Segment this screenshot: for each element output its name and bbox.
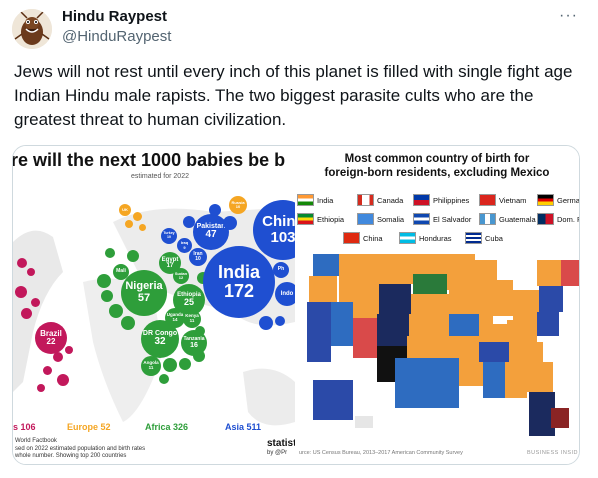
elsalvador-flag-icon (413, 213, 430, 225)
user-handle[interactable]: @HinduRaypest (62, 28, 172, 45)
bubble-angola: Angola 11 (141, 356, 161, 376)
china-flag-icon (343, 232, 360, 244)
display-name[interactable]: Hindu Raypest (62, 8, 168, 25)
more-options-icon[interactable]: ··· (559, 7, 578, 24)
bubble-map-title: re will the next 1000 babies be b (13, 150, 286, 170)
cuba-flag-icon (465, 232, 482, 244)
legend-philippines: Philippines (413, 194, 469, 206)
bubble-russia: Russia 10 (229, 196, 247, 214)
us-birth-country-map-image[interactable]: Most common country of birth for foreign… (295, 146, 579, 464)
bubble-sudan: Sudan 12 (173, 268, 189, 284)
legend-guatemala: Guatemala (479, 213, 536, 225)
legend-vietnam: Vietnam (479, 194, 526, 206)
bubble-uganda: Uganda 14 (165, 308, 185, 328)
legend-europe: Europe 52 (67, 422, 111, 432)
us-map-source: urce: US Census Bureau, 2013–2017 Americ… (299, 450, 463, 456)
bubble-kenya: Kenya 11 (183, 310, 201, 328)
statista-credit: by @Pr (267, 450, 288, 456)
legend-asia: Asia 511 (225, 422, 262, 432)
india-flag-icon (297, 194, 314, 206)
bubble-iran: Iran 10 (189, 248, 207, 266)
honduras-flag-icon (399, 232, 416, 244)
statista-logo: statist (267, 438, 295, 449)
legend-elsalvador: El Salvador (413, 213, 471, 225)
somalia-flag-icon (357, 213, 374, 225)
bubble-nigeria: Nigeria 57 (121, 270, 167, 316)
world-map-background (13, 207, 295, 426)
us-map-title: Most common country of birth for foreign… (324, 153, 550, 179)
bubble-map-subtitle: estimated for 2022 (131, 173, 189, 180)
legend-dominican: Dom. Re (537, 213, 579, 225)
source-line-3: whole number. Showing top 200 countries (15, 453, 127, 459)
legend-india: India (297, 194, 333, 206)
tweet-media[interactable]: re will the next 1000 babies be b estima… (12, 145, 580, 465)
legend-somalia: Somalia (357, 213, 404, 225)
germany-flag-icon (537, 194, 554, 206)
bubble-turkey: Turkey 10 (161, 228, 177, 244)
philippines-flag-icon (413, 194, 430, 206)
bubble-iraq: Iraq 9 (177, 238, 192, 253)
bubble-mali: Mali (113, 264, 129, 280)
source-line-1: World Factbook (15, 438, 57, 444)
bubble-india: India 172 (203, 246, 275, 318)
business-insider-logo: BUSINESS INSID (527, 450, 579, 456)
vietnam-flag-icon (479, 194, 496, 206)
legend-ethiopia: Ethiopia (297, 213, 344, 225)
ethiopia-flag-icon (297, 213, 314, 225)
legend-cuba: Cuba (465, 232, 503, 244)
legend-honduras: Honduras (399, 232, 452, 244)
legend-china: China (343, 232, 383, 244)
bubble-brazil: Brazil 22 (35, 322, 67, 354)
avatar[interactable] (12, 9, 52, 49)
legend-germany: German (537, 194, 579, 206)
source-line-2: sed on 2022 estimated population and bir… (15, 446, 146, 452)
legend-americas: s 106 (13, 422, 36, 432)
canada-flag-icon (357, 194, 374, 206)
tweet-text: Jews will not rest until every inch of t… (14, 62, 573, 129)
dominican-flag-icon (537, 213, 554, 225)
cockroach-avatar-icon (12, 9, 52, 49)
births-bubble-map-image[interactable]: re will the next 1000 babies be b estima… (13, 146, 295, 464)
guatemala-flag-icon (479, 213, 496, 225)
legend-africa: Africa 326 (145, 422, 189, 432)
legend-canada: Canada (357, 194, 403, 206)
us-states-map (307, 254, 579, 436)
bubble-china: China 103 (253, 200, 295, 260)
